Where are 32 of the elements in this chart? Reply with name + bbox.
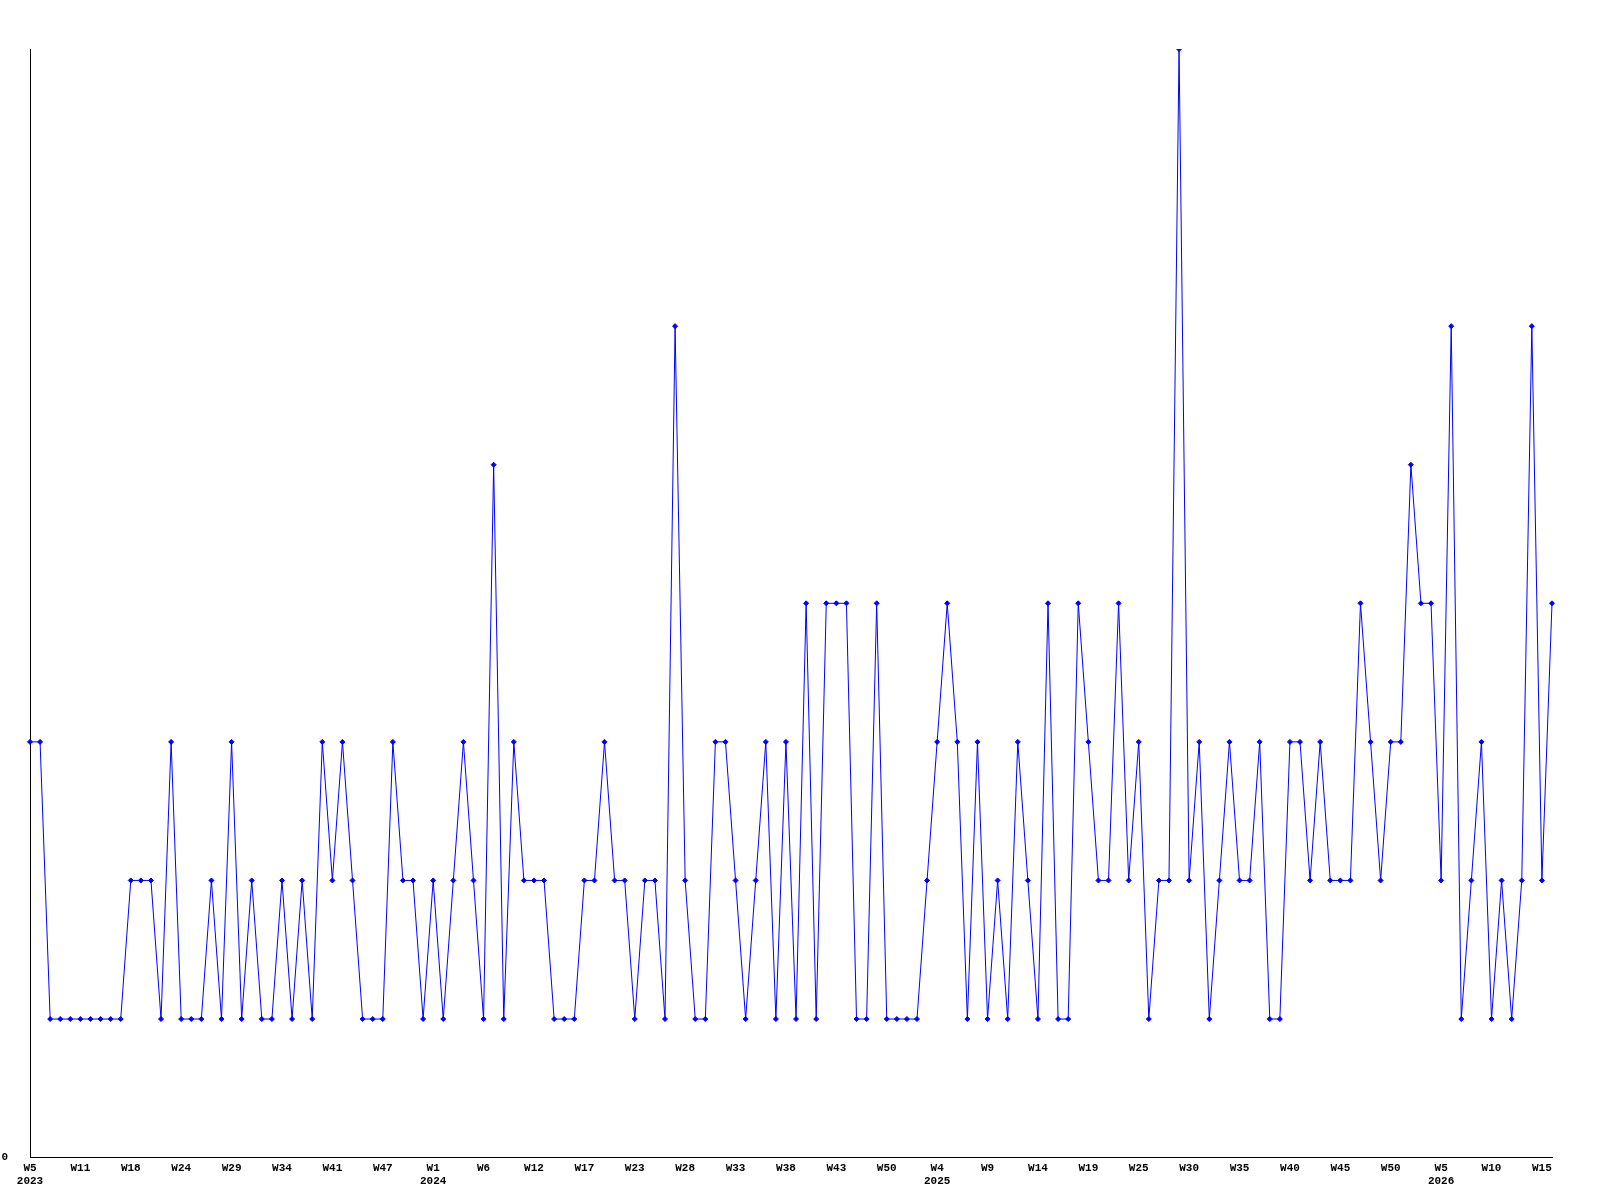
x-tick-label: W33 xyxy=(725,1161,746,1174)
x-tick-label: W38 xyxy=(776,1161,797,1174)
x-tick-label: W11 xyxy=(70,1161,91,1174)
x-tick-label: W5 2026 xyxy=(1427,1161,1455,1188)
x-tick-label: W5 2023 xyxy=(16,1161,44,1188)
x-tick-label: W1 2024 xyxy=(419,1161,447,1188)
text: 0 xyxy=(1,1151,8,1164)
x-tick-label: W43 xyxy=(826,1161,847,1174)
x-tick-label: W41 xyxy=(322,1161,343,1174)
x-tick-label: W34 xyxy=(272,1161,293,1174)
x-tick-label: W40 xyxy=(1280,1161,1300,1174)
x-tick-label: W25 xyxy=(1128,1161,1150,1174)
x-tick-label: W14 xyxy=(1028,1161,1049,1174)
x-tick-label: W10 xyxy=(1481,1161,1502,1174)
x-tick-label: W35 xyxy=(1229,1161,1250,1174)
x-tick-label: W12 xyxy=(524,1161,544,1174)
x-tick-label: W50 xyxy=(1380,1161,1401,1174)
x-tick-label: W29 xyxy=(221,1161,242,1174)
x-tick-label: W9 xyxy=(980,1161,995,1174)
x-tick-label: W17 xyxy=(574,1161,595,1174)
x-tick-label: W45 xyxy=(1330,1161,1351,1174)
x-tick-label: W47 xyxy=(372,1161,393,1174)
x-tick-label: W23 xyxy=(624,1161,646,1174)
x-tick-label: W30 xyxy=(1179,1161,1200,1174)
x-tick-label: W24 xyxy=(171,1161,192,1174)
x-tick-label: W6 xyxy=(476,1161,491,1174)
x-tick-label: W19 xyxy=(1078,1161,1099,1174)
x-tick-label: W50 xyxy=(876,1161,897,1174)
x-tick-label: W18 xyxy=(120,1161,142,1174)
x-tick-label: W28 xyxy=(675,1161,696,1174)
x-tick-label: W15 xyxy=(1532,1161,1553,1174)
x-tick-label: W4 2025 xyxy=(923,1161,951,1188)
